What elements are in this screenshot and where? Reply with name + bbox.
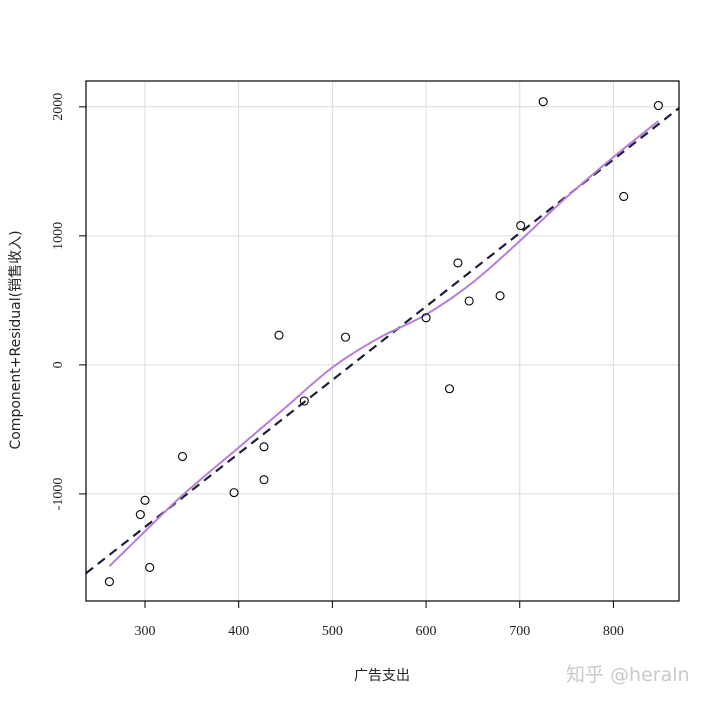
reference-lines [85,107,680,575]
y-tick-label: 1000 [51,222,66,250]
axis-ticks: 300 400 500 600 700 800 -1000 0 1000 2000 [51,93,624,639]
data-point [259,442,269,452]
data-point [538,97,548,107]
y-axis-title: Component+Residual(销售收入) [8,230,24,449]
data-point [653,100,663,111]
data-point [104,577,114,587]
x-tick-label: 700 [509,624,530,639]
data-point [135,509,145,520]
data-point [140,495,150,505]
x-tick-label: 600 [416,624,437,639]
data-point [259,475,269,485]
data-point [453,258,463,268]
data-point [145,562,155,573]
plot-frame [85,80,680,602]
x-tick-label: 400 [228,624,249,639]
watermark: 知乎 @heraln [566,664,690,686]
linear-fit-line [85,107,680,575]
data-point [619,191,629,202]
data-point [340,332,351,342]
x-axis-title: 广告支出 [354,668,410,684]
data-point [444,384,455,394]
data-point [421,313,431,323]
data-point [229,488,239,498]
smooth-fit-line [108,120,660,567]
x-tick-label: 800 [603,624,624,639]
y-tick-label: -1000 [51,478,66,511]
x-tick-label: 300 [135,624,156,639]
data-point [464,296,474,306]
data-point [495,291,505,301]
y-tick-label: 0 [51,361,66,368]
data-points [104,97,663,587]
y-tick-label: 2000 [51,93,66,121]
data-point [299,396,309,406]
data-point [274,330,284,340]
data-point [516,220,526,231]
data-point [177,451,188,462]
x-tick-label: 500 [322,624,343,639]
